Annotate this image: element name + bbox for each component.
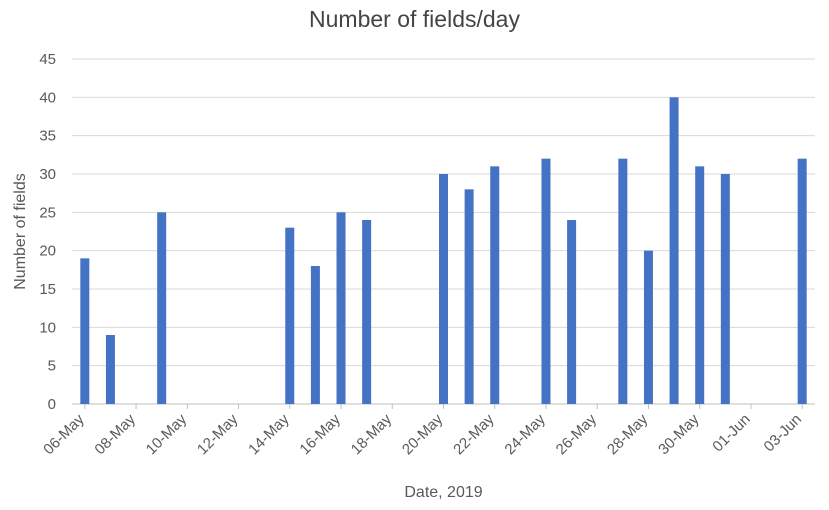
y-tick-label: 20 [39,243,56,260]
x-tick-label: 14-May [245,410,293,458]
x-tick-label: 24-May [501,410,549,458]
x-tick-label: 03-Jun [761,411,805,455]
bar [567,220,577,404]
y-tick-label: 30 [39,166,56,183]
y-tick-label: 40 [39,89,56,106]
x-tick-label: 18-May [348,410,396,458]
y-tick-label: 15 [39,281,56,298]
bar [336,212,346,404]
bar [643,250,653,404]
x-tick-label: 20-May [399,410,447,458]
x-tick-label: 06-May [40,410,88,458]
bar [618,158,628,404]
bar [695,166,705,404]
x-axis-title: Date, 2019 [404,484,482,501]
x-tick-label: 16-May [296,410,344,458]
y-tick-label: 45 [39,51,56,68]
bar [541,158,551,404]
x-tick-label: 12-May [194,410,242,458]
x-tick-label: 01-Jun [709,411,753,455]
bar [464,189,474,404]
x-tick-label: 28-May [604,410,652,458]
bar [105,335,115,404]
y-tick-label: 5 [48,358,56,375]
x-tick-label: 10-May [143,410,191,458]
bar [720,174,730,404]
y-tick-label: 0 [48,396,56,413]
y-tick-label: 10 [39,319,56,336]
bar [80,258,90,404]
x-tick-label: 26-May [553,410,601,458]
bar [439,174,448,404]
y-axis-title: Number of fields [12,173,29,290]
bar [490,166,500,404]
x-tick-label: 08-May [91,410,139,458]
chart-title: Number of fields/day [309,6,520,32]
bar [285,227,295,404]
bar [157,212,167,404]
bar [797,158,807,404]
y-tick-label: 35 [39,128,56,145]
x-tick-label: 30-May [655,410,703,458]
x-tick-label: 22-May [450,410,498,458]
bar [669,97,679,404]
bar [362,220,372,404]
y-tick-label: 25 [39,204,56,221]
bar [310,266,320,404]
